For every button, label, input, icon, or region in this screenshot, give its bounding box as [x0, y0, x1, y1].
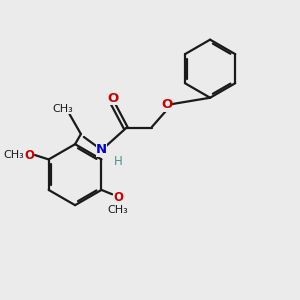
Text: H: H	[114, 155, 123, 168]
Text: O: O	[107, 92, 118, 105]
Text: O: O	[24, 148, 34, 162]
Text: O: O	[113, 191, 123, 204]
Text: CH₃: CH₃	[108, 205, 128, 215]
Text: N: N	[96, 143, 107, 157]
Text: O: O	[161, 98, 172, 112]
Text: CH₃: CH₃	[4, 150, 24, 160]
Text: CH₃: CH₃	[52, 104, 73, 114]
